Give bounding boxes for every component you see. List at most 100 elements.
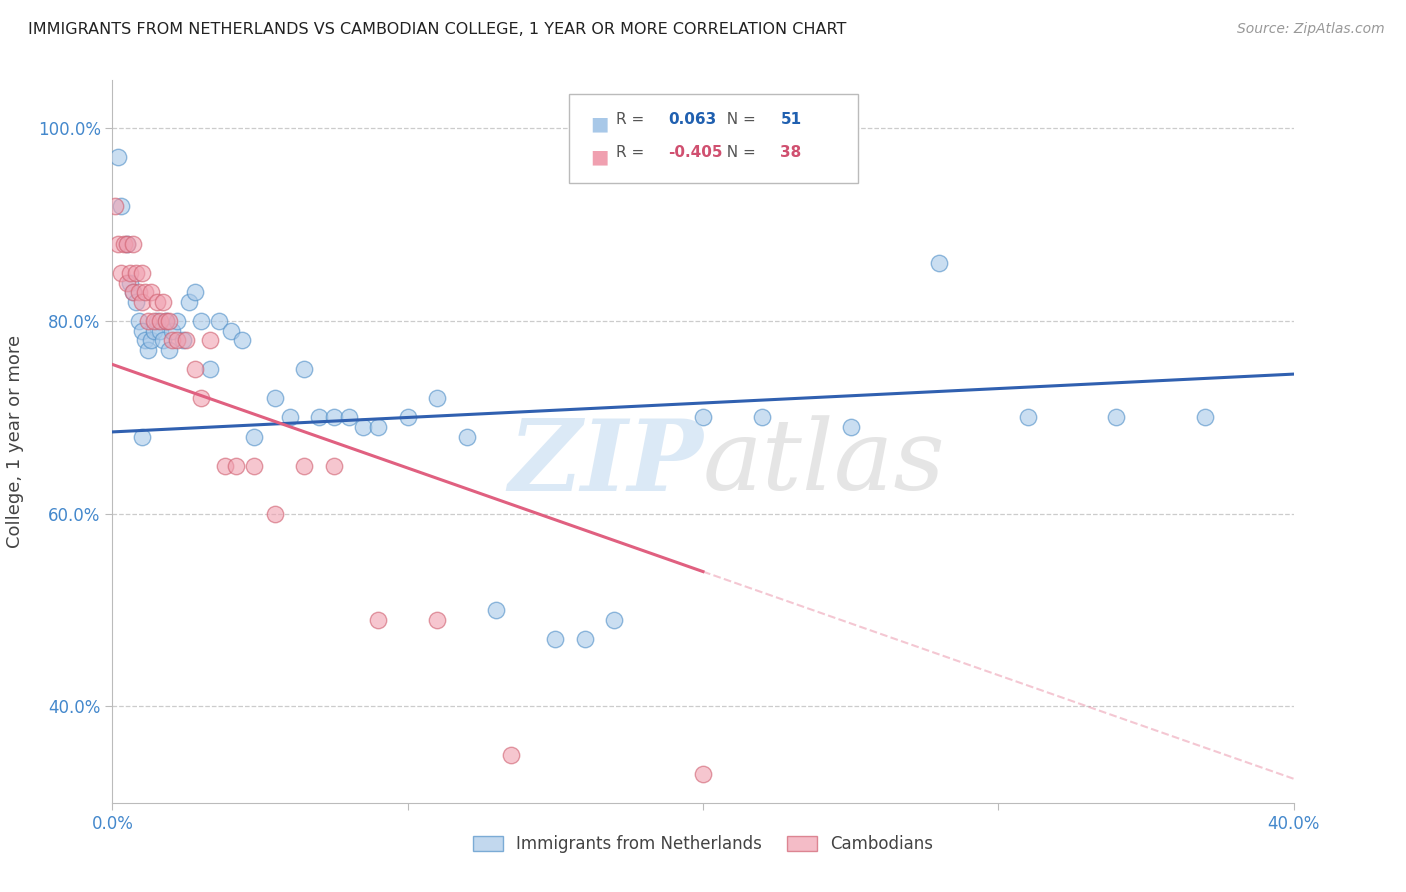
Point (160, 334, 183, 348)
Text: 38: 38 (780, 145, 801, 160)
Text: ■: ■ (591, 114, 609, 133)
Point (264, 507, 287, 521)
Point (574, 632, 596, 646)
Point (456, 430, 478, 444)
Point (107, 150, 129, 164)
Point (104, 198, 127, 212)
Point (146, 314, 169, 328)
Legend: Immigrants from Netherlands, Cambodians: Immigrants from Netherlands, Cambodians (465, 828, 941, 860)
Text: 0.063: 0.063 (668, 112, 716, 127)
Point (152, 294, 174, 309)
Point (125, 266, 148, 280)
Point (308, 410, 330, 425)
Point (125, 294, 148, 309)
Point (184, 362, 207, 376)
Point (1194, 410, 1216, 425)
Point (157, 314, 180, 328)
Point (219, 324, 242, 338)
Point (190, 314, 212, 328)
Point (323, 410, 346, 425)
Point (603, 613, 626, 627)
Point (337, 410, 360, 425)
Point (131, 430, 153, 444)
Point (122, 285, 145, 300)
Point (692, 767, 714, 781)
Point (323, 458, 346, 473)
Point (149, 324, 172, 338)
Point (243, 458, 266, 473)
Text: ZIP: ZIP (508, 415, 703, 511)
Y-axis label: College, 1 year or more: College, 1 year or more (6, 335, 24, 548)
Point (128, 285, 150, 300)
Point (117, 276, 138, 290)
Point (426, 613, 449, 627)
Point (157, 343, 180, 357)
Point (131, 266, 153, 280)
Point (692, 410, 714, 425)
Text: N =: N = (717, 145, 761, 160)
Point (839, 420, 862, 434)
Point (172, 334, 194, 348)
Point (174, 334, 197, 348)
Point (120, 266, 142, 280)
Point (166, 314, 188, 328)
Point (292, 362, 315, 376)
Text: Source: ZipAtlas.com: Source: ZipAtlas.com (1237, 22, 1385, 37)
Point (139, 334, 162, 348)
Point (146, 294, 169, 309)
Point (155, 314, 177, 328)
Point (231, 334, 253, 348)
Point (120, 276, 142, 290)
Point (110, 198, 132, 212)
Point (198, 362, 221, 376)
Point (751, 410, 773, 425)
Point (225, 458, 247, 473)
Text: -0.405: -0.405 (668, 145, 723, 160)
Point (501, 747, 523, 762)
Point (152, 334, 174, 348)
Point (367, 613, 389, 627)
Point (1105, 410, 1128, 425)
Point (485, 603, 508, 617)
Point (122, 237, 145, 252)
Point (149, 314, 172, 328)
Point (117, 237, 138, 252)
Point (131, 324, 153, 338)
Point (160, 324, 183, 338)
Point (544, 632, 567, 646)
Point (1017, 410, 1039, 425)
Text: IMMIGRANTS FROM NETHERLANDS VS CAMBODIAN COLLEGE, 1 YEAR OR MORE CORRELATION CHA: IMMIGRANTS FROM NETHERLANDS VS CAMBODIAN… (28, 22, 846, 37)
Point (112, 237, 135, 252)
Point (184, 285, 207, 300)
Point (243, 430, 266, 444)
Text: R =: R = (616, 145, 654, 160)
Point (139, 285, 162, 300)
Point (214, 458, 236, 473)
Point (142, 324, 165, 338)
Point (136, 314, 159, 328)
Point (292, 458, 315, 473)
Point (190, 391, 212, 405)
Text: 51: 51 (780, 112, 801, 127)
Point (134, 285, 156, 300)
Point (122, 285, 145, 300)
Point (107, 237, 129, 252)
Text: atlas: atlas (703, 416, 946, 511)
Point (352, 420, 374, 434)
Point (117, 237, 138, 252)
Point (928, 256, 950, 270)
Point (142, 314, 165, 328)
Point (198, 334, 221, 348)
Point (131, 294, 153, 309)
Point (367, 420, 389, 434)
Point (208, 314, 231, 328)
Point (396, 410, 419, 425)
Text: R =: R = (616, 112, 654, 127)
Text: ■: ■ (591, 147, 609, 166)
Point (179, 294, 201, 309)
Point (128, 314, 150, 328)
Point (155, 314, 177, 328)
Point (264, 391, 287, 405)
Point (110, 266, 132, 280)
Point (136, 343, 159, 357)
